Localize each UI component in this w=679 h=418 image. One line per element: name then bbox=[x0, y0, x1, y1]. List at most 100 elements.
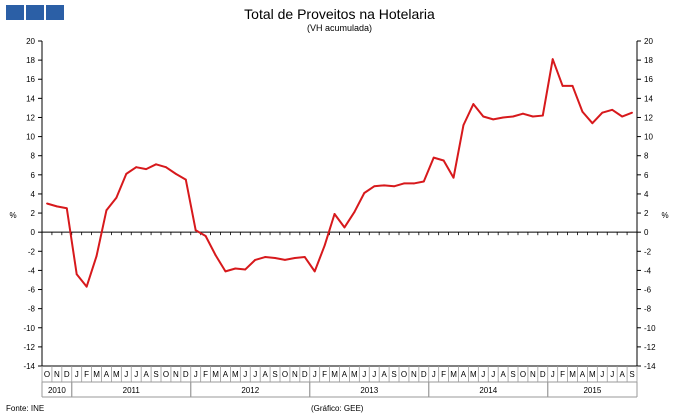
y-tick-label-left: 14 bbox=[26, 94, 35, 103]
month-label: M bbox=[212, 370, 219, 379]
year-label: 2012 bbox=[241, 386, 259, 395]
month-label: J bbox=[610, 370, 614, 379]
y-tick-label-right: 16 bbox=[644, 75, 653, 84]
data-point bbox=[571, 85, 574, 87]
month-label: M bbox=[569, 370, 576, 379]
month-label: S bbox=[510, 370, 515, 379]
y-tick-label-left: 12 bbox=[26, 113, 35, 122]
month-label: J bbox=[134, 370, 138, 379]
data-point bbox=[403, 182, 405, 185]
y-tick-label-right: -2 bbox=[644, 247, 652, 256]
month-label: F bbox=[560, 370, 565, 379]
y-tick-label-left: 16 bbox=[26, 75, 35, 84]
month-label: N bbox=[292, 370, 298, 379]
data-point bbox=[631, 111, 633, 114]
month-label: J bbox=[194, 370, 198, 379]
y-tick-label-right: 14 bbox=[644, 94, 653, 103]
y-tick-label-right: 0 bbox=[644, 228, 649, 237]
month-label: N bbox=[54, 370, 60, 379]
series-line bbox=[46, 58, 633, 288]
y-tick-label-left: 18 bbox=[26, 56, 35, 65]
y-axis-label-left: % bbox=[9, 211, 16, 220]
data-point bbox=[105, 209, 108, 212]
y-tick-label-left: -10 bbox=[23, 324, 35, 333]
month-label: O bbox=[163, 370, 169, 379]
data-point bbox=[313, 270, 316, 273]
month-label: A bbox=[262, 370, 268, 379]
data-point bbox=[75, 273, 78, 276]
month-label: D bbox=[302, 370, 308, 379]
y-tick-label-right: -8 bbox=[644, 305, 652, 314]
month-label: A bbox=[342, 370, 348, 379]
data-point bbox=[284, 258, 286, 261]
data-point bbox=[522, 112, 524, 115]
month-label: J bbox=[362, 370, 366, 379]
data-point bbox=[293, 257, 296, 259]
data-point bbox=[214, 254, 217, 257]
data-point bbox=[55, 205, 58, 208]
data-point bbox=[512, 115, 514, 118]
data-point bbox=[174, 172, 177, 175]
y-tick-label-left: 2 bbox=[31, 209, 36, 218]
month-label: A bbox=[580, 370, 586, 379]
month-label: M bbox=[113, 370, 120, 379]
month-label: O bbox=[282, 370, 288, 379]
data-point bbox=[165, 166, 167, 169]
month-label: J bbox=[372, 370, 376, 379]
month-label: M bbox=[470, 370, 477, 379]
data-point bbox=[373, 185, 376, 188]
logo-block bbox=[26, 5, 44, 20]
data-point bbox=[95, 255, 98, 257]
month-label: J bbox=[551, 370, 555, 379]
month-label: A bbox=[223, 370, 229, 379]
month-label: D bbox=[183, 370, 189, 379]
y-tick-label-right: -4 bbox=[644, 266, 652, 275]
month-label: J bbox=[75, 370, 79, 379]
month-label: S bbox=[153, 370, 158, 379]
y-tick-label-left: 20 bbox=[26, 37, 35, 46]
y-tick-label-left: 10 bbox=[26, 133, 35, 142]
month-label: O bbox=[44, 370, 50, 379]
source-note: Fonte: INE bbox=[6, 404, 45, 413]
data-point bbox=[155, 163, 157, 166]
data-point bbox=[333, 213, 336, 215]
y-tick-label-left: -8 bbox=[28, 305, 36, 314]
y-tick-label-right: -6 bbox=[644, 286, 652, 295]
data-point bbox=[145, 168, 148, 170]
data-point bbox=[611, 108, 614, 111]
month-label: S bbox=[629, 370, 634, 379]
y-tick-label-left: -4 bbox=[28, 266, 36, 275]
chart-subtitle: (VH acumulada) bbox=[306, 23, 373, 33]
y-tick-label-left: -12 bbox=[23, 343, 35, 352]
data-point bbox=[224, 270, 227, 273]
logo bbox=[6, 5, 64, 20]
data-point bbox=[135, 166, 138, 169]
logo-block bbox=[46, 5, 64, 20]
y-tick-label-left: -14 bbox=[23, 362, 35, 371]
month-label: F bbox=[84, 370, 89, 379]
data-point bbox=[581, 110, 584, 113]
y-tick-label-right: 12 bbox=[644, 113, 653, 122]
data-point bbox=[65, 207, 68, 210]
month-label: S bbox=[391, 370, 396, 379]
month-label: D bbox=[421, 370, 427, 379]
data-point bbox=[492, 118, 495, 121]
year-label: 2014 bbox=[479, 386, 497, 395]
data-point bbox=[422, 180, 425, 183]
month-label: D bbox=[540, 370, 546, 379]
data-point bbox=[541, 114, 544, 117]
month-label: A bbox=[143, 370, 149, 379]
data-point bbox=[274, 257, 276, 259]
month-label: O bbox=[520, 370, 526, 379]
month-label: J bbox=[313, 370, 317, 379]
data-point bbox=[432, 156, 435, 159]
month-label: F bbox=[441, 370, 446, 379]
y-tick-label-right: -14 bbox=[644, 362, 656, 371]
month-label: M bbox=[450, 370, 457, 379]
data-point bbox=[46, 202, 48, 205]
month-label: J bbox=[491, 370, 495, 379]
month-label: J bbox=[600, 370, 604, 379]
month-label: J bbox=[481, 370, 485, 379]
month-label: M bbox=[232, 370, 239, 379]
